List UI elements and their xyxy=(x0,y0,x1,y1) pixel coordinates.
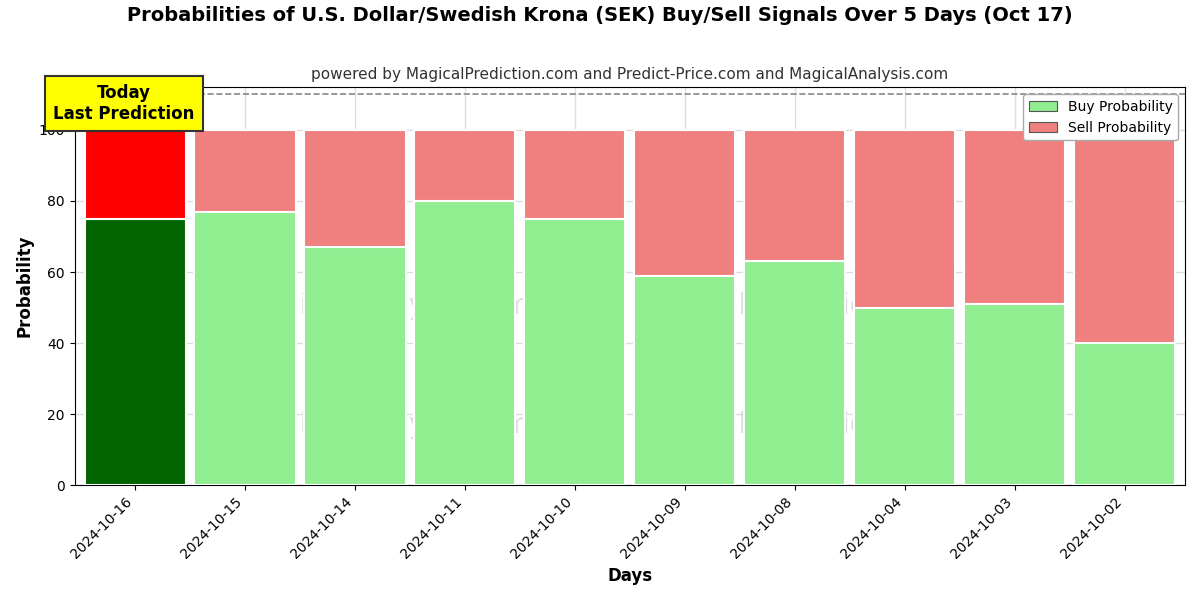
Bar xyxy=(635,130,736,275)
Bar xyxy=(1074,130,1175,343)
Bar xyxy=(635,275,736,485)
Bar xyxy=(964,304,1066,485)
Bar xyxy=(305,247,406,485)
Text: MagicalPrediction.com: MagicalPrediction.com xyxy=(640,292,953,320)
Text: Probabilities of U.S. Dollar/Swedish Krona (SEK) Buy/Sell Signals Over 5 Days (O: Probabilities of U.S. Dollar/Swedish Kro… xyxy=(127,6,1073,25)
Bar xyxy=(414,130,516,201)
Bar xyxy=(414,201,516,485)
Text: Today
Last Prediction: Today Last Prediction xyxy=(54,84,194,123)
Bar xyxy=(194,130,295,212)
Title: powered by MagicalPrediction.com and Predict-Price.com and MagicalAnalysis.com: powered by MagicalPrediction.com and Pre… xyxy=(311,67,948,82)
Bar xyxy=(524,219,625,485)
Bar xyxy=(964,130,1066,304)
X-axis label: Days: Days xyxy=(607,567,653,585)
Bar xyxy=(524,130,625,219)
Text: MagicalPrediction.com: MagicalPrediction.com xyxy=(640,412,953,439)
Bar xyxy=(1074,343,1175,485)
Bar xyxy=(744,262,845,485)
Bar xyxy=(84,219,186,485)
Bar xyxy=(744,130,845,262)
Bar xyxy=(194,212,295,485)
Bar xyxy=(854,308,955,485)
Y-axis label: Probability: Probability xyxy=(16,235,34,337)
Text: MagicalAnalysis.com: MagicalAnalysis.com xyxy=(241,412,530,439)
Bar xyxy=(854,130,955,308)
Text: MagicalAnalysis.com: MagicalAnalysis.com xyxy=(241,292,530,320)
Bar xyxy=(305,130,406,247)
Bar xyxy=(84,130,186,219)
Legend: Buy Probability, Sell Probability: Buy Probability, Sell Probability xyxy=(1024,94,1178,140)
